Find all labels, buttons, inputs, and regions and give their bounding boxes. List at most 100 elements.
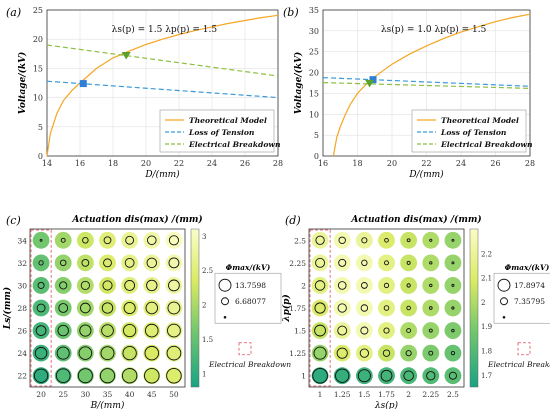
voltage-ring xyxy=(102,280,113,291)
voltage-ring xyxy=(451,328,455,333)
cell-marker xyxy=(54,277,72,294)
y-tick-label: 20 xyxy=(33,35,43,44)
voltage-ring xyxy=(360,282,368,289)
voltage-ring xyxy=(81,258,90,267)
cell-marker xyxy=(121,367,139,385)
cell-marker xyxy=(143,254,161,272)
voltage-ring xyxy=(315,235,325,245)
x-axis-label: D/(mm) xyxy=(144,169,180,180)
voltage-ring xyxy=(166,367,182,384)
voltage-ring xyxy=(77,368,93,384)
legend-entry: Theoretical Model xyxy=(441,116,519,125)
voltage-ring xyxy=(57,324,69,337)
x-tick-label: 18 xyxy=(352,159,362,168)
size-legend-title: Φmax/(kV) xyxy=(226,263,271,272)
cell-marker xyxy=(355,299,373,317)
cell-marker xyxy=(422,344,440,362)
voltage-ring xyxy=(103,258,112,268)
cell-marker xyxy=(355,277,373,294)
x-tick-label: 1 xyxy=(318,390,323,399)
legend-entry: Theoretical Model xyxy=(189,116,267,125)
cell-marker xyxy=(444,254,462,272)
cell-marker xyxy=(378,277,395,294)
x-axis-label: λs(p) xyxy=(374,400,399,409)
voltage-ring xyxy=(312,367,328,384)
cell-marker xyxy=(121,344,139,362)
voltage-ring xyxy=(123,323,137,338)
voltage-ring xyxy=(35,325,47,336)
panel-label: (d) xyxy=(285,214,301,227)
cell-marker xyxy=(121,277,139,294)
y-tick-label: 2 xyxy=(301,281,306,290)
cell-marker xyxy=(333,299,351,317)
voltage-ring xyxy=(124,280,136,291)
x-tick-label: 1.5 xyxy=(358,390,370,399)
voltage-ring xyxy=(451,238,455,242)
voltage-ring xyxy=(147,235,157,246)
cell-marker xyxy=(32,254,50,272)
cell-marker xyxy=(333,322,351,339)
y-tick-label: 32 xyxy=(17,259,27,268)
cell-marker xyxy=(378,344,395,362)
x-tick-label: 2 xyxy=(406,390,411,399)
cell-marker xyxy=(400,254,418,272)
cell-marker xyxy=(99,344,116,362)
voltage-ring xyxy=(122,346,137,361)
size-legend-marker xyxy=(500,297,508,306)
voltage-ring xyxy=(451,306,455,310)
voltage-ring xyxy=(103,236,112,245)
panel-0: (a) 14 16 18 20 22 24 26 28 0 5 10 15 20 25 λs(p) = 1.5… xyxy=(6,6,283,180)
colorbar xyxy=(469,228,479,388)
x-tick-label: 45 xyxy=(147,390,157,399)
cell-marker xyxy=(165,322,183,339)
cell-marker xyxy=(99,299,116,317)
chart-title: Actuation dis(max) /(mm) xyxy=(71,214,202,225)
series-line-1 xyxy=(46,80,279,99)
x-tick-label: 1.75 xyxy=(378,390,395,399)
panel-label: (b) xyxy=(283,6,299,19)
cell-marker xyxy=(165,277,183,294)
cell-marker xyxy=(400,277,418,294)
voltage-ring xyxy=(428,328,433,333)
cell-marker xyxy=(444,299,462,317)
voltage-ring xyxy=(360,304,369,312)
voltage-ring xyxy=(39,238,43,242)
cell-marker xyxy=(378,299,395,317)
voltage-ring xyxy=(384,260,389,266)
y-tick-label: 1.5 xyxy=(294,327,306,336)
voltage-ring xyxy=(429,238,433,242)
breakdown-legend-label: Electrical Breakdown xyxy=(487,360,550,369)
size-legend-box xyxy=(493,272,550,324)
voltage-ring xyxy=(55,368,71,384)
voltage-ring xyxy=(383,327,390,334)
cell-marker xyxy=(32,367,50,385)
voltage-ring xyxy=(383,282,390,289)
panel-2: (c) Actuation dis(max) /(mm) 20 25 30 35 40 45 5… xyxy=(2,214,291,409)
voltage-ring xyxy=(121,368,138,384)
voltage-ring xyxy=(80,302,91,314)
breakdown-region xyxy=(309,229,331,387)
voltage-ring xyxy=(59,281,68,290)
cell-marker xyxy=(422,277,440,294)
voltage-ring xyxy=(406,283,411,288)
cell-marker xyxy=(444,367,462,385)
voltage-ring xyxy=(314,302,326,314)
cell-marker xyxy=(355,344,373,362)
cell-marker xyxy=(99,367,116,385)
voltage-ring xyxy=(60,237,66,243)
x-tick-label: 40 xyxy=(125,390,135,399)
voltage-ring xyxy=(360,326,369,335)
intersection-marker-square xyxy=(369,76,377,84)
y-axis-label: Voltage/(kV) xyxy=(293,52,304,115)
voltage-ring xyxy=(168,235,179,246)
cell-marker xyxy=(32,231,50,249)
voltage-ring xyxy=(428,350,434,356)
cell-marker xyxy=(54,367,72,385)
cell-marker xyxy=(422,322,440,339)
cell-marker xyxy=(143,367,161,385)
x-tick-label: 26 xyxy=(240,159,250,168)
legend-entry: Loss of Tension xyxy=(188,128,255,137)
voltage-ring xyxy=(428,306,433,310)
size-legend-marker xyxy=(497,278,511,292)
cell-marker xyxy=(99,254,116,272)
